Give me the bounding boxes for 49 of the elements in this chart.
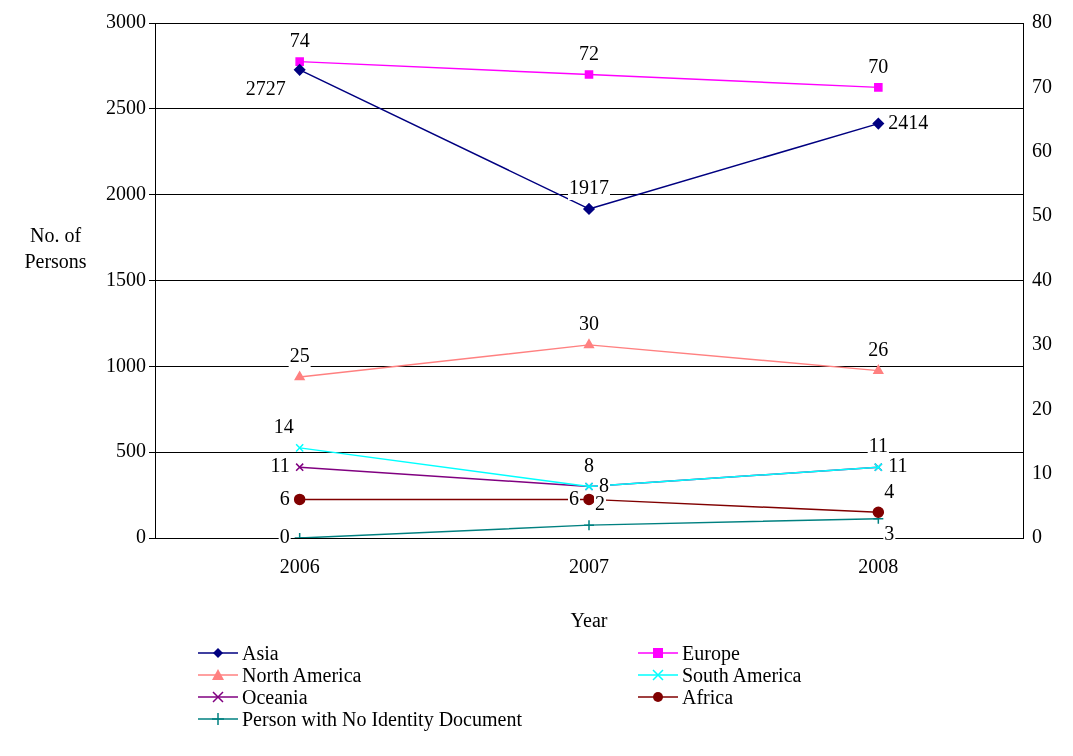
data-label: 3 xyxy=(884,521,895,544)
data-label: 25 xyxy=(289,344,310,367)
y2-tick-label: 60 xyxy=(1032,139,1052,161)
data-label: 6 xyxy=(279,486,290,509)
y-tick-label: 3000 xyxy=(106,10,146,33)
y-tick-label: 500 xyxy=(116,439,146,462)
x-axis-title: Year xyxy=(570,609,608,632)
y2-tick-label: 0 xyxy=(1032,525,1042,548)
data-label: 30 xyxy=(579,312,599,335)
y-tick-label: 1000 xyxy=(106,353,146,376)
data-label: 6 xyxy=(569,486,579,509)
data-label: 0 xyxy=(279,525,290,548)
data-label: 2727 xyxy=(245,77,286,100)
x-tick-label: 2007 xyxy=(569,555,609,578)
data-label: 70 xyxy=(868,54,889,77)
data-label: 11 xyxy=(888,454,908,477)
data-label: 8 xyxy=(584,453,594,476)
legend-label: Person with No Identity Document xyxy=(242,708,522,730)
y-axis-title: No. of Persons xyxy=(23,223,88,274)
legend-label: Europe xyxy=(682,642,740,664)
data-label: 11 xyxy=(868,434,888,457)
x-tick-label: 2006 xyxy=(279,555,320,578)
data-label: 4 xyxy=(884,479,895,502)
y2-tick-label: 30 xyxy=(1032,332,1052,355)
y-tick-label: 0 xyxy=(136,525,146,548)
data-label: 11 xyxy=(270,454,290,477)
y2-tick-label: 20 xyxy=(1032,396,1052,419)
data-label: 26 xyxy=(868,337,889,360)
data-label: 74 xyxy=(289,28,310,51)
data-label: 8 xyxy=(599,473,609,496)
y2-tick-label: 70 xyxy=(1032,74,1052,97)
y-tick-label: 1500 xyxy=(106,267,146,290)
legend-label: North America xyxy=(242,664,362,686)
data-label: 72 xyxy=(579,41,599,64)
legend-label: Oceania xyxy=(242,686,308,708)
data-label: 2 xyxy=(595,492,605,515)
legend-label: Africa xyxy=(682,686,734,708)
y2-tick-label: 50 xyxy=(1032,203,1052,226)
legend-label: Asia xyxy=(242,642,279,664)
y-tick-label: 2000 xyxy=(106,181,146,204)
y2-tick-label: 40 xyxy=(1032,267,1052,290)
y-tick-label: 2500 xyxy=(106,96,146,119)
y2-tick-label: 10 xyxy=(1032,460,1052,483)
legend-label: South America xyxy=(682,664,802,686)
y2-tick-label: 80 xyxy=(1032,10,1052,33)
data-label: 2414 xyxy=(888,110,929,133)
data-label: 1917 xyxy=(569,176,609,199)
data-label: 14 xyxy=(273,415,294,438)
x-tick-label: 2008 xyxy=(858,555,899,578)
